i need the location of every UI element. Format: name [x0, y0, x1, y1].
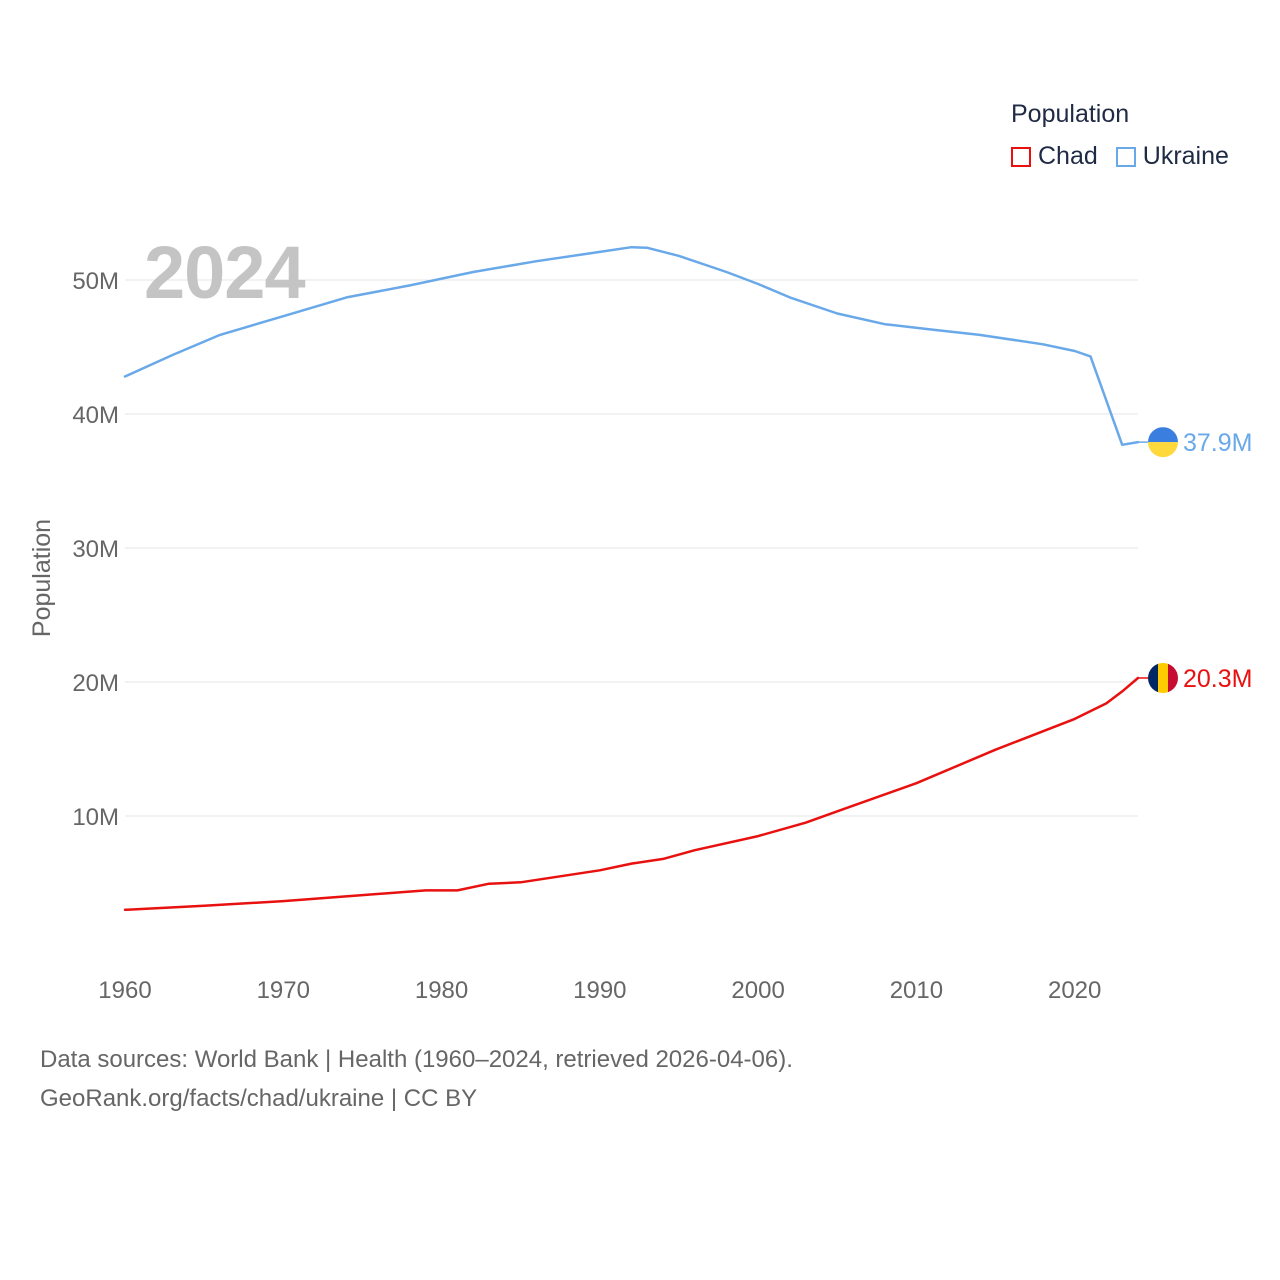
- end-value-label-chad: 20.3M: [1183, 665, 1252, 693]
- current-year-label: 2024: [144, 231, 306, 314]
- legend-label-ukraine: Ukraine: [1142, 142, 1229, 170]
- x-tick-label: 1970: [257, 977, 310, 1004]
- series-lines: [123, 245, 1140, 912]
- footer-link[interactable]: GeoRank.org/facts/chad/ukraine | CC BY: [40, 1085, 478, 1112]
- y-tick-label: 50M: [72, 268, 119, 295]
- legend-swatch-chad: [1011, 146, 1031, 167]
- legend-title: Population: [1011, 100, 1130, 128]
- x-tick-label: 2020: [1048, 977, 1101, 1004]
- legend-label-chad: Chad: [1038, 142, 1098, 170]
- footer-sources: Data sources: World Bank | Health (1960–…: [40, 1046, 793, 1073]
- flag-stripe: [1148, 427, 1178, 443]
- x-axis: 1960 1970 1980 1990 2000 2010 2020: [98, 977, 1101, 1004]
- y-tick-label: 40M: [72, 402, 119, 429]
- legend-item-ukraine[interactable]: Ukraine: [1115, 142, 1229, 171]
- legend: Chad Ukraine: [1011, 142, 1229, 171]
- x-tick-label: 1960: [98, 977, 151, 1004]
- series-end-markers: 20.3M 37.9M: [1138, 427, 1252, 693]
- end-value-label-ukraine: 37.9M: [1183, 429, 1252, 457]
- series-line-ukraine: [123, 245, 1140, 447]
- y-axis: 10M 20M 30M 40M 50M: [72, 268, 119, 831]
- y-tick-label: 20M: [72, 670, 119, 697]
- y-tick-label: 10M: [72, 804, 119, 831]
- x-tick-label: 2010: [890, 977, 943, 1004]
- y-tick-label: 30M: [72, 536, 119, 563]
- legend-swatch-ukraine: [1115, 146, 1136, 167]
- flag-stripe: [1168, 662, 1178, 693]
- series-line-chad: [123, 676, 1140, 912]
- flag-stripe: [1148, 442, 1178, 458]
- x-tick-label: 1990: [573, 977, 626, 1004]
- flag-ukraine-icon: [1148, 427, 1178, 458]
- x-tick-label: 2000: [731, 977, 784, 1004]
- flag-chad-icon: [1148, 662, 1178, 693]
- gridlines: [125, 279, 1138, 817]
- x-tick-label: 1980: [415, 977, 468, 1004]
- flag-stripe: [1158, 662, 1169, 693]
- flag-stripe: [1148, 662, 1159, 693]
- legend-item-chad[interactable]: Chad: [1011, 142, 1098, 171]
- y-axis-title: Population: [28, 519, 56, 637]
